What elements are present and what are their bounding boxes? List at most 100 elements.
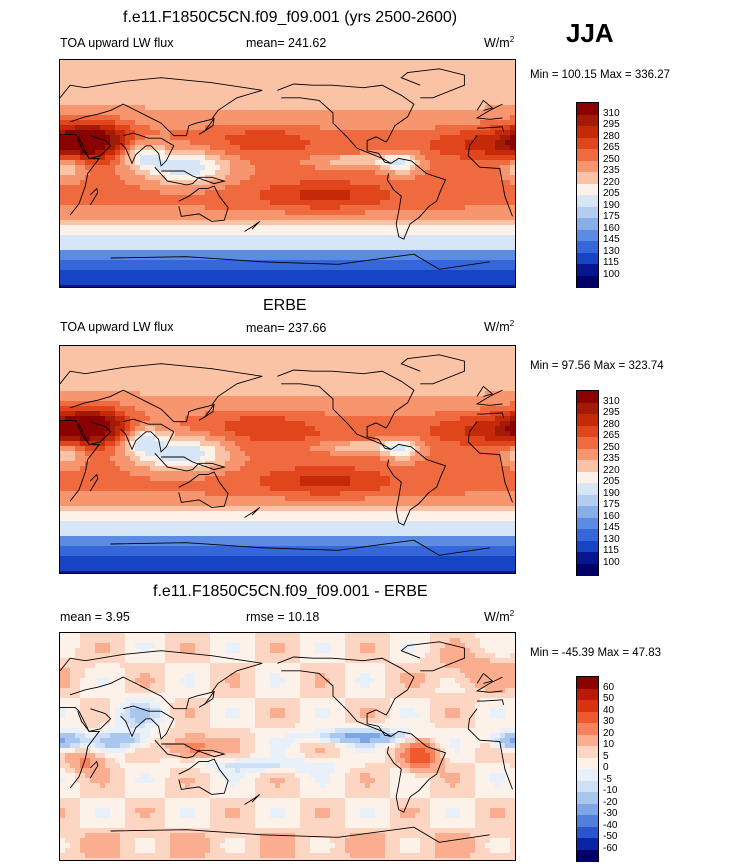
- field-cell: [205, 120, 211, 126]
- field-cell: [160, 80, 166, 86]
- field-cell: [200, 185, 206, 191]
- field-cell: [400, 285, 406, 287]
- field-cell: [325, 90, 331, 96]
- field-cell: [60, 351, 66, 357]
- field-cell: [250, 346, 256, 352]
- field-cell: [390, 250, 396, 256]
- field-cell: [285, 230, 291, 236]
- field-cell: [135, 75, 141, 81]
- field-cell: [160, 280, 166, 286]
- field-cell: [100, 386, 106, 392]
- field-cell: [300, 165, 306, 171]
- field-cell: [60, 260, 66, 266]
- field-cell: [220, 210, 226, 216]
- field-cell: [420, 165, 426, 171]
- field-cell: [155, 135, 161, 141]
- field-cell: [420, 190, 426, 196]
- field-cell: [60, 110, 66, 116]
- field-cell: [410, 100, 416, 106]
- field-cell: [270, 235, 276, 241]
- field-cell: [275, 270, 281, 276]
- field-cell: [470, 110, 476, 116]
- field-cell: [180, 220, 186, 226]
- field-cell: [485, 120, 491, 126]
- field-cell: [435, 230, 441, 236]
- field-cell: [375, 205, 381, 211]
- field-cell: [90, 200, 96, 206]
- field-cell: [275, 75, 281, 81]
- field-cell: [295, 160, 301, 166]
- field-cell: [170, 185, 176, 191]
- field-cell: [300, 245, 306, 251]
- field-cell: [275, 285, 281, 287]
- field-cell: [120, 361, 126, 367]
- field-cell: [100, 240, 106, 246]
- field-cell: [320, 205, 326, 211]
- field-cell: [405, 275, 411, 281]
- field-cell: [395, 170, 401, 176]
- colorbar-cell: [577, 252, 598, 265]
- field-cell: [250, 220, 256, 226]
- field-cell: [125, 185, 131, 191]
- field-cell: [130, 105, 136, 111]
- field-cell: [265, 200, 271, 206]
- field-cell: [105, 190, 111, 196]
- field-cell: [90, 135, 96, 141]
- field-cell: [330, 371, 336, 377]
- field-cell: [190, 110, 196, 116]
- field-cell: [320, 80, 326, 86]
- field-cell: [395, 205, 401, 211]
- field-cell: [340, 80, 346, 86]
- field-cell: [155, 215, 161, 221]
- field-cell: [290, 245, 296, 251]
- field-cell: [430, 105, 436, 111]
- field-cell: [165, 160, 171, 166]
- field-cell: [450, 140, 456, 146]
- field-cell: [365, 90, 371, 96]
- field-cell: [105, 185, 111, 191]
- field-cell: [490, 371, 496, 377]
- field-cell: [415, 280, 421, 286]
- field-cell: [300, 270, 306, 276]
- field-cell: [185, 275, 191, 281]
- field-cell: [185, 105, 191, 111]
- field-cell: [330, 265, 336, 271]
- field-cell: [480, 145, 486, 151]
- field-cell: [240, 140, 246, 146]
- field-cell: [140, 130, 146, 136]
- field-cell: [235, 366, 241, 372]
- field-cell: [135, 351, 141, 357]
- field-cell: [130, 346, 136, 352]
- coastline: [400, 68, 465, 99]
- field-cell: [165, 165, 171, 171]
- field-cell: [125, 140, 131, 146]
- field-cell: [370, 120, 376, 126]
- field-cell: [160, 125, 166, 131]
- field-cell: [85, 160, 91, 166]
- field-cell: [300, 280, 306, 286]
- field-cell: [340, 265, 346, 271]
- field-cell: [485, 250, 491, 256]
- field-cell: [255, 130, 261, 136]
- field-cell: [415, 270, 421, 276]
- field-cell: [130, 235, 136, 241]
- field-cell: [480, 210, 486, 216]
- field-cell: [150, 170, 156, 176]
- field-cell: [425, 346, 431, 352]
- field-cell: [120, 285, 126, 287]
- field-cell: [445, 220, 451, 226]
- field-cell: [60, 200, 66, 206]
- field-cell: [335, 110, 341, 116]
- field-cell: [275, 180, 281, 186]
- field-cell: [105, 85, 111, 91]
- field-cell: [200, 225, 206, 231]
- field-cell: [70, 245, 76, 251]
- field-cell: [450, 90, 456, 96]
- field-cell: [80, 225, 86, 231]
- field-cell: [95, 110, 101, 116]
- field-cell: [135, 220, 141, 226]
- field-cell: [320, 366, 326, 372]
- field-cell: [105, 270, 111, 276]
- field-cell: [310, 130, 316, 136]
- field-cell: [370, 145, 376, 151]
